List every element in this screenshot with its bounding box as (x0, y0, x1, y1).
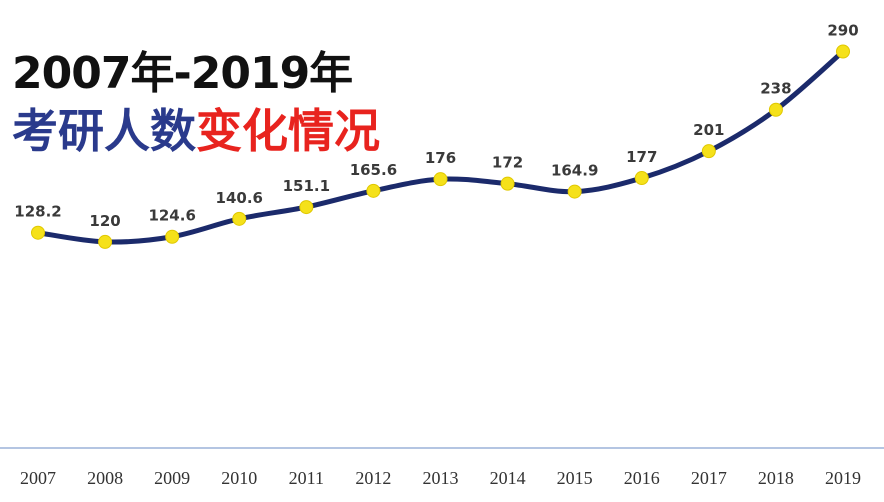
data-point-2018 (768, 102, 783, 117)
data-point-2009 (165, 229, 180, 244)
chart-title-line2: 考研人数变化情况 (12, 108, 380, 154)
x-tick-2011: 2011 (289, 468, 324, 488)
data-markers (31, 44, 850, 249)
data-label-2018: 238 (760, 80, 791, 98)
chart-title-part-blue: 考研人数 (12, 104, 196, 158)
data-point-2010 (232, 211, 247, 226)
data-point-2007 (31, 225, 45, 240)
x-tick-2017: 2017 (691, 468, 727, 488)
x-tick-2009: 2009 (154, 468, 190, 488)
data-point-2008 (98, 234, 113, 249)
data-label-2013: 176 (425, 149, 456, 167)
chart-title-part-red: 变化情况 (196, 104, 380, 158)
data-label-2016: 177 (626, 148, 657, 166)
x-tick-2014: 2014 (490, 468, 526, 488)
x-tick-2008: 2008 (87, 468, 123, 488)
x-tick-labels: 2007 2008 2009 2010 2011 2012 2013 2014 2015 2016… (20, 468, 861, 488)
data-point-2013 (433, 172, 448, 187)
x-tick-2012: 2012 (355, 468, 391, 488)
data-label-2010: 140.6 (216, 189, 263, 207)
x-tick-2015: 2015 (557, 468, 593, 488)
data-label-2019: 290 (827, 22, 858, 40)
data-point-2016 (634, 171, 649, 186)
data-label-2014: 172 (492, 154, 523, 172)
data-label-2008: 120 (89, 212, 120, 230)
data-point-2019 (836, 44, 850, 59)
chart-title-line1: 2007年-2019年 (12, 48, 353, 99)
data-label-2009: 124.6 (148, 207, 195, 225)
data-label-2011: 151.1 (283, 177, 330, 195)
x-tick-2010: 2010 (221, 468, 257, 488)
data-label-2017: 201 (693, 121, 724, 139)
data-labels: 128.2 120 124.6 140.6 151.1 165.6 176 172 164.9 1… (14, 22, 858, 230)
x-tick-2018: 2018 (758, 468, 794, 488)
x-tick-2007: 2007 (20, 468, 56, 488)
x-tick-2013: 2013 (423, 468, 459, 488)
x-tick-2019: 2019 (825, 468, 861, 488)
data-point-2014 (500, 176, 515, 191)
data-point-2015 (567, 184, 582, 199)
data-point-2017 (701, 144, 716, 159)
data-label-2007: 128.2 (14, 203, 61, 221)
x-tick-2016: 2016 (624, 468, 660, 488)
data-label-2012: 165.6 (350, 161, 397, 179)
data-point-2011 (299, 200, 314, 215)
data-label-2015: 164.9 (551, 162, 598, 180)
data-point-2012 (366, 183, 381, 198)
